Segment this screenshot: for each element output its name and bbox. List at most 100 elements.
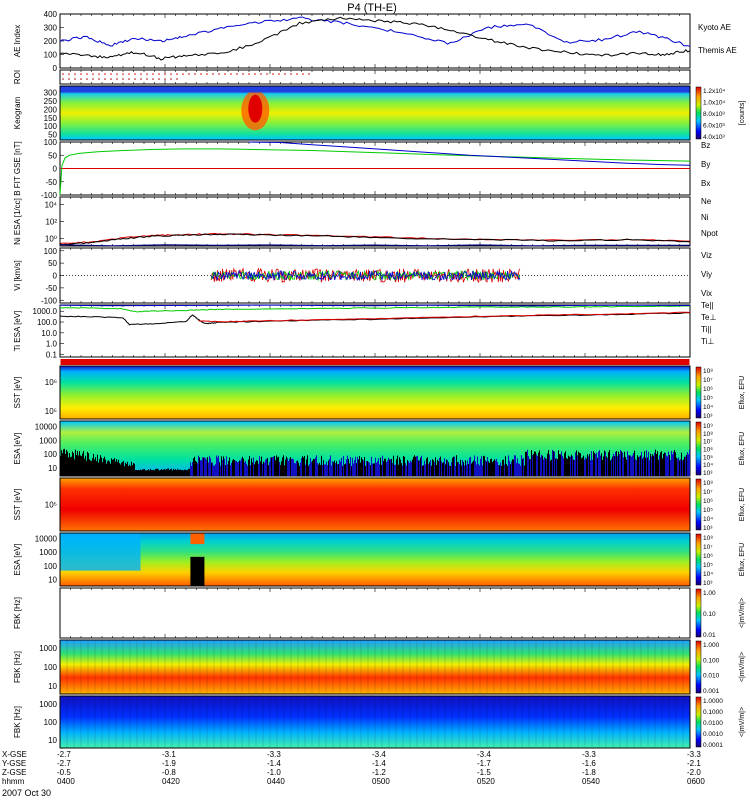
x-axis: X-GSEY-GSEZ-GSEhhmm-2.7-2.7-0.50400-3.1-… bbox=[2, 750, 705, 786]
colorbar-tick: 10³ bbox=[703, 413, 713, 420]
colorbar-tick: 10⁷ bbox=[703, 544, 713, 551]
colorbar-tick: 10⁷ bbox=[703, 489, 713, 496]
x-tick-value: -0.8 bbox=[162, 768, 176, 777]
colorbar-tick: 10⁸ bbox=[703, 535, 713, 542]
x-tick-value: 0600 bbox=[687, 777, 705, 786]
colorbar-tick: 6.0x10³ bbox=[703, 123, 726, 130]
colorbar-tick: 0.100 bbox=[703, 657, 720, 664]
x-tick-value: 0520 bbox=[477, 777, 495, 786]
x-row-label: Y-GSE bbox=[2, 759, 26, 768]
x-tick-value: -3.4 bbox=[372, 750, 386, 759]
x-tick-value: -1.9 bbox=[162, 759, 176, 768]
x-tick-value: -1.7 bbox=[477, 759, 491, 768]
panel-ylabel: ESA [eV] bbox=[13, 543, 22, 575]
colorbar-tick: 0.1000 bbox=[703, 709, 723, 716]
y-tick-label: 10⁰ bbox=[45, 235, 57, 244]
colorbar bbox=[696, 697, 701, 747]
panel-ylabel: Keogram bbox=[13, 96, 22, 129]
x-tick-value: -3.3 bbox=[687, 750, 701, 759]
x-tick-value: 0420 bbox=[162, 777, 180, 786]
colorbar-tick: 10⁶ bbox=[703, 386, 713, 393]
colorbar bbox=[696, 479, 701, 530]
colorbar-tick: 10⁷ bbox=[703, 377, 713, 384]
x-tick-value: 0400 bbox=[57, 777, 75, 786]
colorbar-tick: 10⁴ bbox=[703, 516, 713, 523]
legends-layer: Kyoto AE Themis AE Bz By Bx Ne Ni Npot Viz Viy Vix… bbox=[696, 23, 746, 749]
y-tick-label: 10 bbox=[48, 736, 57, 745]
y-tick-label: 10⁵ bbox=[45, 407, 57, 416]
x-tick-value: -3.3 bbox=[582, 750, 596, 759]
colorbar-tick: 10³ bbox=[703, 525, 713, 532]
y-tick-label: 10 bbox=[48, 576, 57, 585]
x-tick-value: -3.1 bbox=[162, 750, 176, 759]
colorbar-label: Eflux, EFU bbox=[739, 543, 746, 576]
colorbar bbox=[696, 87, 701, 139]
colorbar-tick: 10⁵ bbox=[703, 395, 713, 402]
y-tick-label: 400 bbox=[44, 10, 58, 19]
y-tick-label: 10⁵ bbox=[45, 501, 57, 510]
x-tick-value: -1.6 bbox=[582, 759, 596, 768]
x-row-label: X-GSE bbox=[2, 750, 27, 759]
y-tick-label: 10 bbox=[48, 464, 57, 473]
y-tick-label: 300 bbox=[44, 24, 58, 33]
x-tick-value: -1.0 bbox=[267, 768, 281, 777]
colorbar-tick: 10⁸ bbox=[703, 480, 713, 487]
legend-bfield: By bbox=[701, 160, 710, 169]
y-tick-label: 10000 bbox=[35, 423, 58, 432]
series-line-temperature bbox=[60, 305, 690, 306]
colorbar-tick: 10⁵ bbox=[703, 507, 713, 514]
y-tick-label: 50 bbox=[48, 259, 57, 268]
legend-temperature: Te|| bbox=[701, 301, 714, 310]
y-tick-label: 0.1 bbox=[46, 350, 58, 359]
y-tick-label: 100 bbox=[44, 247, 58, 256]
y-tick-label: -100 bbox=[41, 296, 58, 305]
legend-density: Ne bbox=[701, 197, 712, 206]
colorbar-tick: 10⁵ bbox=[703, 454, 713, 461]
y-tick-label: 100 bbox=[44, 663, 58, 672]
panel-ylabel: ESA [eV] bbox=[13, 432, 22, 464]
colorbar-label: <|mV/m|> bbox=[739, 652, 746, 682]
y-tick-label: 50 bbox=[48, 151, 57, 160]
panel-ylabel: B FIT GSE [nT] bbox=[13, 141, 22, 196]
colorbar-tick: 10⁹ bbox=[703, 423, 713, 430]
x-tick-value: -3.4 bbox=[477, 750, 491, 759]
plot-title: P4 (TH-E) bbox=[347, 2, 397, 14]
x-tick-value: -0.5 bbox=[57, 768, 71, 777]
colorbar-tick: 1.000 bbox=[703, 642, 720, 649]
panel-ylabel: SST [eV] bbox=[13, 377, 22, 409]
y-tick-label: 100 bbox=[44, 51, 58, 60]
colorbar-tick: 1.2x10⁴ bbox=[703, 88, 726, 95]
colorbar-label: Eflux, EFU bbox=[739, 376, 746, 409]
x-tick-value: -1.8 bbox=[582, 768, 596, 777]
series-line-bfield bbox=[249, 142, 690, 165]
colorbar-tick: 10⁸ bbox=[703, 431, 713, 438]
colorbar-label: Eflux, EFU bbox=[739, 488, 746, 521]
series-line-ae bbox=[60, 17, 690, 60]
x-tick-value: 0500 bbox=[372, 777, 390, 786]
colorbar-tick: 10⁵ bbox=[703, 562, 713, 569]
y-tick-label: 10000 bbox=[35, 534, 58, 543]
y-tick-label: 10⁶ bbox=[45, 378, 57, 387]
panel-ylabel: FBK [Hz] bbox=[13, 706, 22, 738]
colorbar-tick: 10⁴ bbox=[703, 462, 713, 469]
x-tick-value: 0540 bbox=[582, 777, 600, 786]
panel-ylabel: FBK [Hz] bbox=[13, 597, 22, 629]
panel-ylabel: SST [eV] bbox=[13, 489, 22, 521]
y-tick-label: 100 bbox=[44, 562, 58, 571]
y-tick-label: -100 bbox=[41, 191, 58, 200]
colorbar-label: <|mV/m|> bbox=[739, 707, 746, 737]
y-tick-label: 10² bbox=[45, 218, 57, 227]
series-line-bfield bbox=[60, 149, 690, 195]
y-tick-label: 10 bbox=[48, 682, 57, 691]
x-tick-value: -1.5 bbox=[477, 768, 491, 777]
x-tick-value: 0440 bbox=[267, 777, 285, 786]
legend-velocity: Vix bbox=[701, 289, 712, 298]
panel-ylabel: Ni ESA [1/cc] bbox=[13, 198, 22, 245]
series-line-temperature bbox=[199, 312, 690, 322]
y-tick-label: 100.0 bbox=[37, 318, 58, 327]
x-tick-value: -1.4 bbox=[372, 759, 386, 768]
ion-esa-spectrogram bbox=[61, 534, 690, 586]
colorbar-label: [counts] bbox=[739, 101, 746, 126]
colorbar-tick: 0.0100 bbox=[703, 720, 723, 727]
